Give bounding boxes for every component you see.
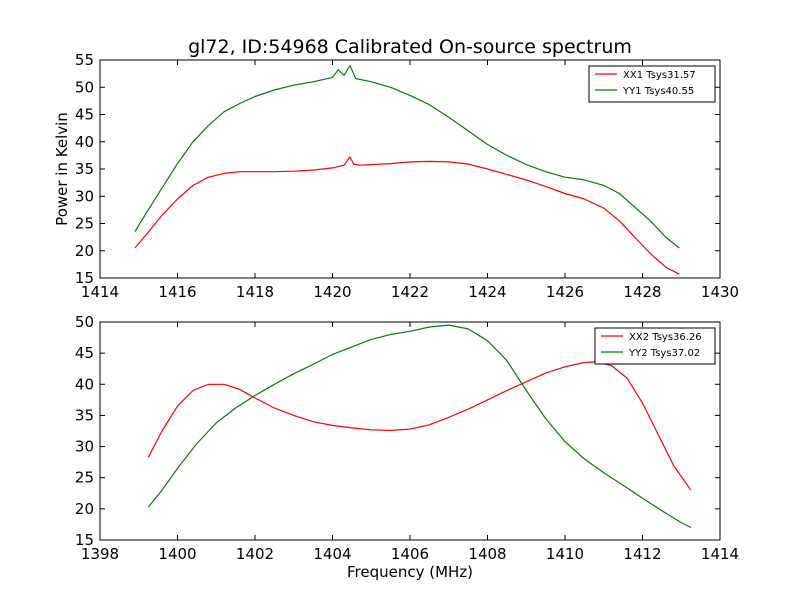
bottom-spectrum-panel: 1398 1400 1402 1404 1406 1408 1410 1412 1414 15 20…	[75, 313, 739, 581]
x-tick-label: 1424	[468, 283, 506, 301]
figure-title: gl72, ID:54968 Calibrated On-source spec…	[188, 36, 632, 58]
y-tick-label: 15	[75, 531, 94, 549]
x-tick-label: 1400	[158, 545, 196, 563]
x-tick-label: 1406	[391, 545, 429, 563]
y-tick-label: 50	[75, 313, 94, 331]
y-tick-label: 40	[75, 375, 94, 393]
legend-label: XX1 Tsys31.57	[623, 70, 696, 81]
x-tick-label: 1408	[468, 545, 506, 563]
x-tick-label: 1418	[236, 283, 274, 301]
y-tick-label: 20	[75, 500, 94, 518]
y-tick-label: 45	[75, 106, 94, 124]
y-tick-label: 25	[75, 469, 94, 487]
y-tick-label: 55	[75, 51, 94, 69]
series-line-1	[134, 64, 680, 249]
x-tick-label: 1422	[391, 283, 429, 301]
series-line-0	[147, 361, 692, 491]
legend-label: YY2 Tsys37.02	[628, 348, 700, 359]
x-tick-label: 1420	[313, 283, 351, 301]
y-tick-label: 35	[75, 406, 94, 424]
x-tick-label: 1412	[623, 545, 661, 563]
series-line-1	[147, 324, 692, 529]
y-axis-label: Power in Kelvin	[53, 112, 71, 226]
x-tick-label: 1402	[236, 545, 274, 563]
x-tick-label: 1428	[623, 283, 661, 301]
x-tick-label: 1398	[81, 545, 119, 563]
series-lines	[134, 64, 680, 275]
y-tick-label: 50	[75, 78, 94, 96]
series-line-0	[134, 156, 680, 275]
y-tick-label: 30	[75, 187, 94, 205]
y-tick-label: 20	[75, 242, 94, 260]
y-tick-label: 25	[75, 215, 94, 233]
x-axis-label: Frequency (MHz)	[347, 563, 473, 581]
x-tick-label: 1414	[701, 545, 739, 563]
x-tick-label: 1410	[546, 545, 584, 563]
x-tick-label: 1404	[313, 545, 351, 563]
x-tick-label: 1414	[81, 283, 119, 301]
y-tick-label: 30	[75, 438, 94, 456]
legend: XX2 Tsys36.26 YY2 Tsys37.02	[594, 327, 716, 365]
legend-box	[588, 65, 716, 103]
legend-box	[594, 327, 716, 365]
y-tick-label: 35	[75, 160, 94, 178]
top-spectrum-panel: 1414 1416 1418 1420 1422 1424 1426 1428 1430 15 20…	[53, 51, 739, 301]
x-tick-label: 1426	[546, 283, 584, 301]
y-tick-label: 15	[75, 269, 94, 287]
legend-label: XX2 Tsys36.26	[629, 332, 702, 343]
legend-label: YY1 Tsys40.55	[622, 86, 694, 97]
x-tick-label: 1430	[701, 283, 739, 301]
legend: XX1 Tsys31.57 YY1 Tsys40.55	[588, 65, 716, 103]
x-tick-label: 1416	[158, 283, 196, 301]
y-tick-label: 45	[75, 344, 94, 362]
series-lines	[147, 324, 692, 529]
y-tick-label: 40	[75, 133, 94, 151]
